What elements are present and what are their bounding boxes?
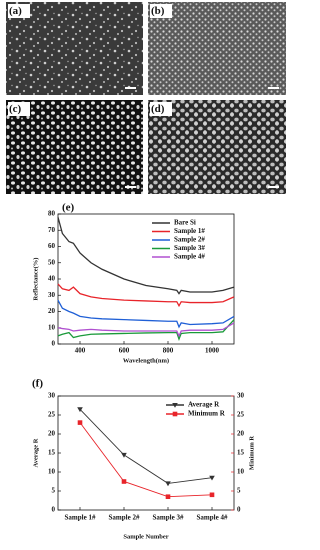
legend-label: Minimum R (188, 410, 226, 418)
series-line (79, 408, 213, 484)
marker (77, 420, 83, 425)
x-tick-label: 600 (119, 347, 130, 355)
panel-label: (f) (32, 378, 43, 390)
x-tick-label: 400 (75, 347, 86, 355)
legend-label: Average R (188, 401, 220, 409)
x-tick-label: Sample 2# (109, 514, 140, 522)
legend-label: Sample 1# (174, 227, 205, 235)
y-tick-label: 30 (48, 291, 56, 299)
y2-tick-label: 10 (237, 468, 245, 476)
y-tick-label: 10 (48, 468, 56, 476)
x-axis-label: Sample Number (123, 533, 168, 540)
legend-label: Sample 3# (174, 244, 205, 252)
y2-tick-label: 15 (237, 449, 245, 457)
sem-image-a: (a) (6, 2, 143, 95)
marker (165, 481, 171, 487)
y-tick-label: 5 (52, 487, 56, 495)
panel-label: (c) (9, 103, 22, 115)
y-tick-label: 10 (48, 323, 56, 331)
y-tick-label: 80 (48, 210, 56, 218)
y2-tick-label: 20 (237, 430, 245, 438)
sem-image-b: (b) (148, 2, 286, 95)
legend-label: Bare Si (174, 219, 196, 227)
y-axis-label: Average R (32, 438, 39, 467)
x-tick-label: Sample 3# (153, 514, 184, 522)
legend-marker (172, 411, 178, 417)
y-tick-label: 0 (52, 506, 56, 514)
panel-label: (d) (151, 103, 165, 115)
series-line (57, 299, 235, 329)
x-axis-label: Wavelength(nm) (123, 357, 169, 364)
y-tick-label: 30 (48, 392, 56, 400)
x-tick-label: 800 (163, 347, 174, 355)
y2-tick-label: 25 (237, 411, 245, 419)
x-tick-label: Sample 1# (65, 514, 96, 522)
y-tick-label: 15 (48, 449, 56, 457)
marker (77, 407, 83, 413)
marker (209, 492, 215, 498)
y2-tick-label: 0 (237, 506, 241, 514)
legend-label: Sample 2# (174, 236, 205, 244)
y-tick-label: 40 (48, 275, 56, 283)
legend-marker (172, 403, 178, 408)
x-tick-label: Sample 4# (197, 514, 228, 522)
y2-tick-label: 5 (237, 487, 241, 495)
y2-axis-label: Minimum R (248, 436, 255, 470)
y-tick-label: 25 (48, 411, 56, 419)
panel-label: (e) (62, 202, 75, 214)
series-line (57, 217, 235, 295)
y-tick-label: 20 (48, 430, 56, 438)
marker (209, 475, 215, 481)
sem-image-d: (d) (148, 100, 286, 194)
series-line (79, 422, 213, 498)
y-axis-label: Reflectance(%) (32, 258, 39, 301)
series-line (57, 283, 235, 308)
series-line (57, 319, 235, 342)
legend-label: Sample 4# (174, 253, 205, 261)
y-tick-label: 0 (52, 340, 56, 348)
marker (121, 452, 127, 458)
series-line (57, 322, 235, 338)
y-tick-label: 70 (48, 226, 56, 234)
sem-image-c: (c) (6, 100, 143, 194)
panel-label: (a) (9, 5, 22, 17)
y2-tick-label: 30 (237, 392, 245, 400)
panel-label: (b) (151, 5, 165, 17)
y-tick-label: 20 (48, 307, 56, 315)
y-tick-label: 50 (48, 258, 56, 266)
y-tick-label: 60 (48, 242, 56, 250)
x-tick-label: 1000 (205, 347, 220, 355)
marker (121, 479, 127, 484)
marker (165, 494, 171, 499)
